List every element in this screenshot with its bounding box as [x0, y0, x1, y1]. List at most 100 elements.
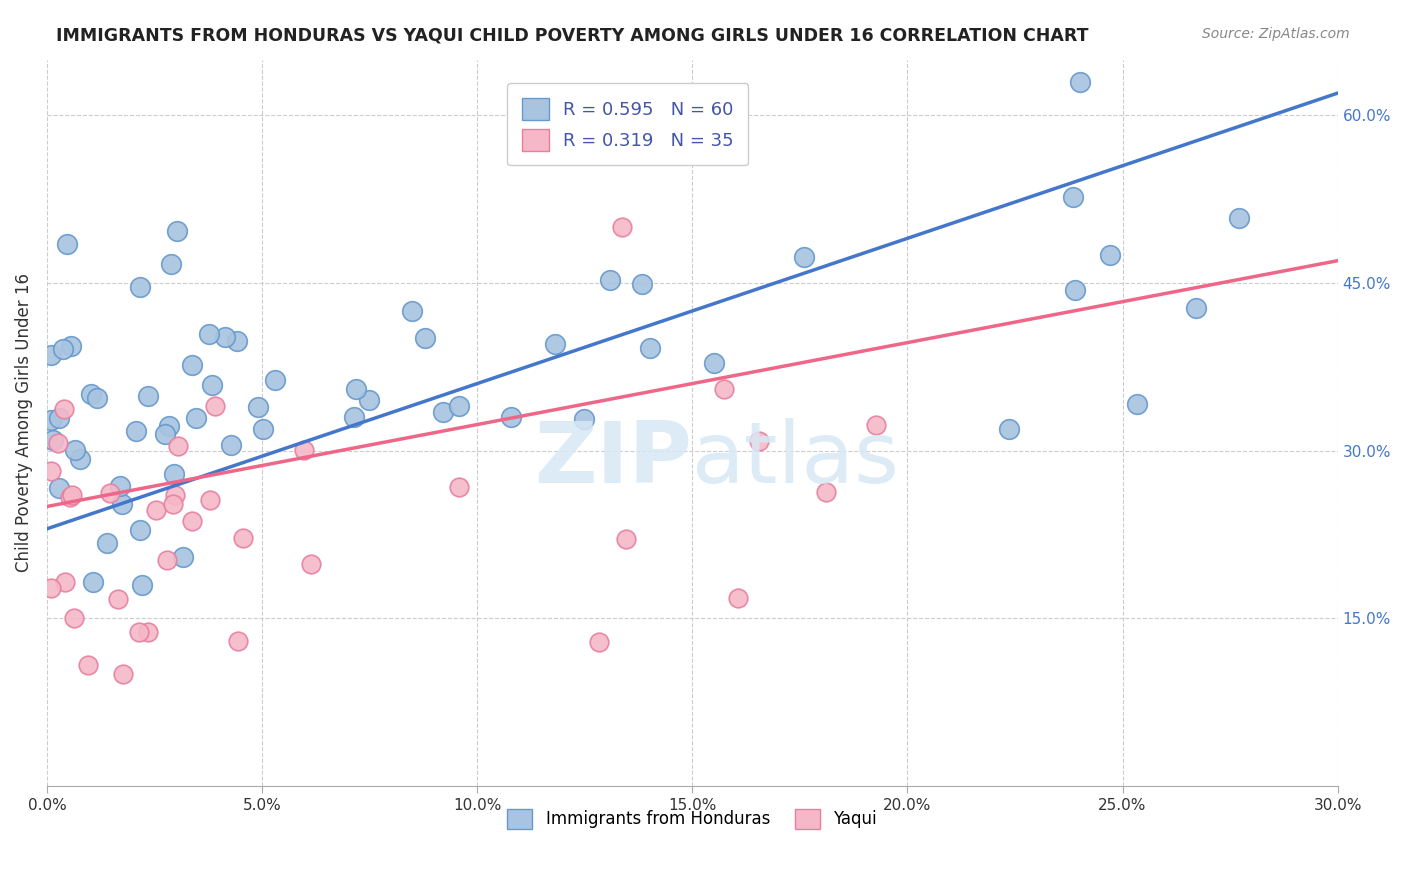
Point	[815, 485, 838, 500]
Point	[48, 481, 70, 495]
Point	[432, 405, 454, 419]
Point	[39, 413, 62, 427]
Point	[63, 610, 86, 624]
Point	[247, 400, 270, 414]
Point	[163, 467, 186, 481]
Point	[59, 491, 82, 505]
Point	[60, 488, 83, 502]
Point	[197, 326, 219, 341]
Point	[111, 498, 134, 512]
Point	[214, 329, 236, 343]
Point	[263, 373, 285, 387]
Point	[55, 574, 77, 589]
Point	[713, 382, 735, 396]
Point	[1063, 283, 1085, 297]
Point	[221, 438, 243, 452]
Point	[167, 439, 190, 453]
Point	[572, 412, 595, 426]
Point	[344, 383, 367, 397]
Point	[52, 401, 75, 416]
Point	[39, 464, 62, 478]
Point	[186, 411, 208, 425]
Point	[96, 535, 118, 549]
Point	[59, 339, 82, 353]
Point	[98, 486, 121, 500]
Point	[793, 250, 815, 264]
Point	[499, 410, 522, 425]
Point	[201, 377, 224, 392]
Point	[232, 531, 254, 545]
Point	[46, 436, 69, 450]
Point	[39, 581, 62, 595]
Text: Source: ZipAtlas.com: Source: ZipAtlas.com	[1202, 27, 1350, 41]
Point	[69, 452, 91, 467]
Point	[136, 624, 159, 639]
Point	[155, 427, 177, 442]
Point	[1062, 190, 1084, 204]
Point	[599, 273, 621, 287]
Point	[128, 280, 150, 294]
Point	[359, 393, 381, 408]
Point	[252, 422, 274, 436]
Point	[1098, 248, 1121, 262]
Point	[544, 337, 567, 351]
Point	[51, 342, 73, 356]
Point	[703, 356, 725, 370]
Point	[204, 399, 226, 413]
Point	[162, 497, 184, 511]
Point	[76, 657, 98, 672]
Point	[727, 591, 749, 606]
Point	[181, 514, 204, 528]
Point	[48, 410, 70, 425]
Point	[640, 342, 662, 356]
Point	[180, 358, 202, 372]
Point	[1227, 211, 1250, 225]
Y-axis label: Child Poverty Among Girls Under 16: Child Poverty Among Girls Under 16	[15, 273, 32, 572]
Point	[55, 236, 77, 251]
Point	[86, 391, 108, 405]
Point	[145, 503, 167, 517]
Point	[588, 635, 610, 649]
Point	[80, 386, 103, 401]
Point	[157, 418, 180, 433]
Point	[200, 493, 222, 508]
Point	[166, 224, 188, 238]
Point	[447, 399, 470, 413]
Point	[107, 591, 129, 606]
Point	[39, 348, 62, 362]
Point	[343, 409, 366, 424]
Point	[156, 553, 179, 567]
Point	[1069, 75, 1091, 89]
Point	[125, 424, 148, 438]
Point	[82, 575, 104, 590]
Point	[292, 442, 315, 457]
Text: atlas: atlas	[692, 417, 900, 500]
Text: IMMIGRANTS FROM HONDURAS VS YAQUI CHILD POVERTY AMONG GIRLS UNDER 16 CORRELATION: IMMIGRANTS FROM HONDURAS VS YAQUI CHILD …	[56, 27, 1088, 45]
Point	[997, 421, 1019, 435]
Point	[614, 532, 637, 546]
Point	[128, 524, 150, 538]
Point	[1125, 397, 1147, 411]
Point	[172, 549, 194, 564]
Point	[748, 434, 770, 449]
Point	[165, 488, 187, 502]
Point	[131, 577, 153, 591]
Point	[110, 479, 132, 493]
Point	[631, 277, 654, 292]
Point	[42, 434, 65, 448]
Point	[226, 334, 249, 348]
Point	[128, 625, 150, 640]
Point	[160, 257, 183, 271]
Point	[1185, 301, 1208, 315]
Point	[401, 304, 423, 318]
Point	[865, 418, 887, 433]
Point	[299, 557, 322, 571]
Point	[65, 442, 87, 457]
Point	[610, 220, 633, 235]
Text: ZIP: ZIP	[534, 417, 692, 500]
Point	[136, 389, 159, 403]
Point	[413, 331, 436, 345]
Point	[112, 667, 135, 681]
Legend: Immigrants from Honduras, Yaqui: Immigrants from Honduras, Yaqui	[501, 802, 884, 836]
Point	[447, 480, 470, 494]
